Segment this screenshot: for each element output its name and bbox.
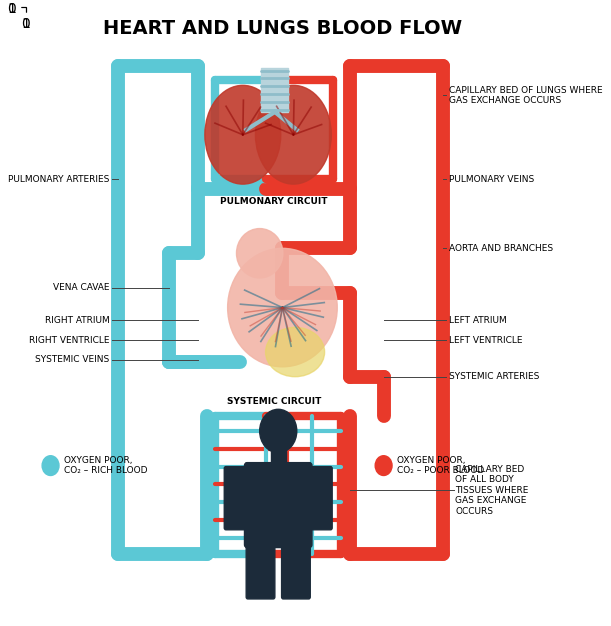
Text: SYSTEMIC VEINS: SYSTEMIC VEINS <box>35 356 109 364</box>
Text: PULMONARY CIRCUIT: PULMONARY CIRCUIT <box>220 197 327 207</box>
Text: HEART AND LUNGS BLOOD FLOW: HEART AND LUNGS BLOOD FLOW <box>103 19 462 38</box>
Ellipse shape <box>255 85 331 184</box>
Text: PULMONARY ARTERIES: PULMONARY ARTERIES <box>8 175 109 183</box>
Text: OXYGEN POOR,
CO₂ – RICH BLOOD: OXYGEN POOR, CO₂ – RICH BLOOD <box>64 456 147 475</box>
Circle shape <box>42 456 59 476</box>
Text: SYSTEMIC ARTERIES: SYSTEMIC ARTERIES <box>448 372 539 381</box>
Text: LEFT VENTRICLE: LEFT VENTRICLE <box>448 336 522 345</box>
Text: RIGHT ATRIUM: RIGHT ATRIUM <box>45 316 109 325</box>
FancyBboxPatch shape <box>246 541 275 599</box>
FancyBboxPatch shape <box>282 541 310 599</box>
Text: SYSTEMIC CIRCUIT: SYSTEMIC CIRCUIT <box>227 397 321 406</box>
Ellipse shape <box>266 327 324 377</box>
Circle shape <box>375 456 392 476</box>
Text: CAPILLARY BED
OF ALL BODY
TISSUES WHERE
GAS EXCHANGE
OCCURS: CAPILLARY BED OF ALL BODY TISSUES WHERE … <box>455 465 529 516</box>
FancyBboxPatch shape <box>308 466 332 530</box>
Circle shape <box>260 409 297 453</box>
Text: OXYGEN POOR,
CO₂ – POOR BLOOD: OXYGEN POOR, CO₂ – POOR BLOOD <box>397 456 485 475</box>
Bar <box>262 68 288 112</box>
Ellipse shape <box>228 249 337 367</box>
FancyBboxPatch shape <box>224 466 249 530</box>
Text: VENA CAVAE: VENA CAVAE <box>53 284 109 292</box>
Bar <box>271 451 286 466</box>
Text: CAPILLARY BED OF LUNGS WHERE
GAS EXCHANGE OCCURS: CAPILLARY BED OF LUNGS WHERE GAS EXCHANG… <box>448 86 602 105</box>
Ellipse shape <box>236 228 283 278</box>
Text: AORTA AND BRANCHES: AORTA AND BRANCHES <box>448 244 553 253</box>
Ellipse shape <box>205 85 280 184</box>
Text: RIGHT VENTRICLE: RIGHT VENTRICLE <box>29 336 109 345</box>
FancyBboxPatch shape <box>244 463 312 548</box>
Text: PULMONARY VEINS: PULMONARY VEINS <box>448 175 534 183</box>
Text: LEFT ATRIUM: LEFT ATRIUM <box>448 316 507 325</box>
